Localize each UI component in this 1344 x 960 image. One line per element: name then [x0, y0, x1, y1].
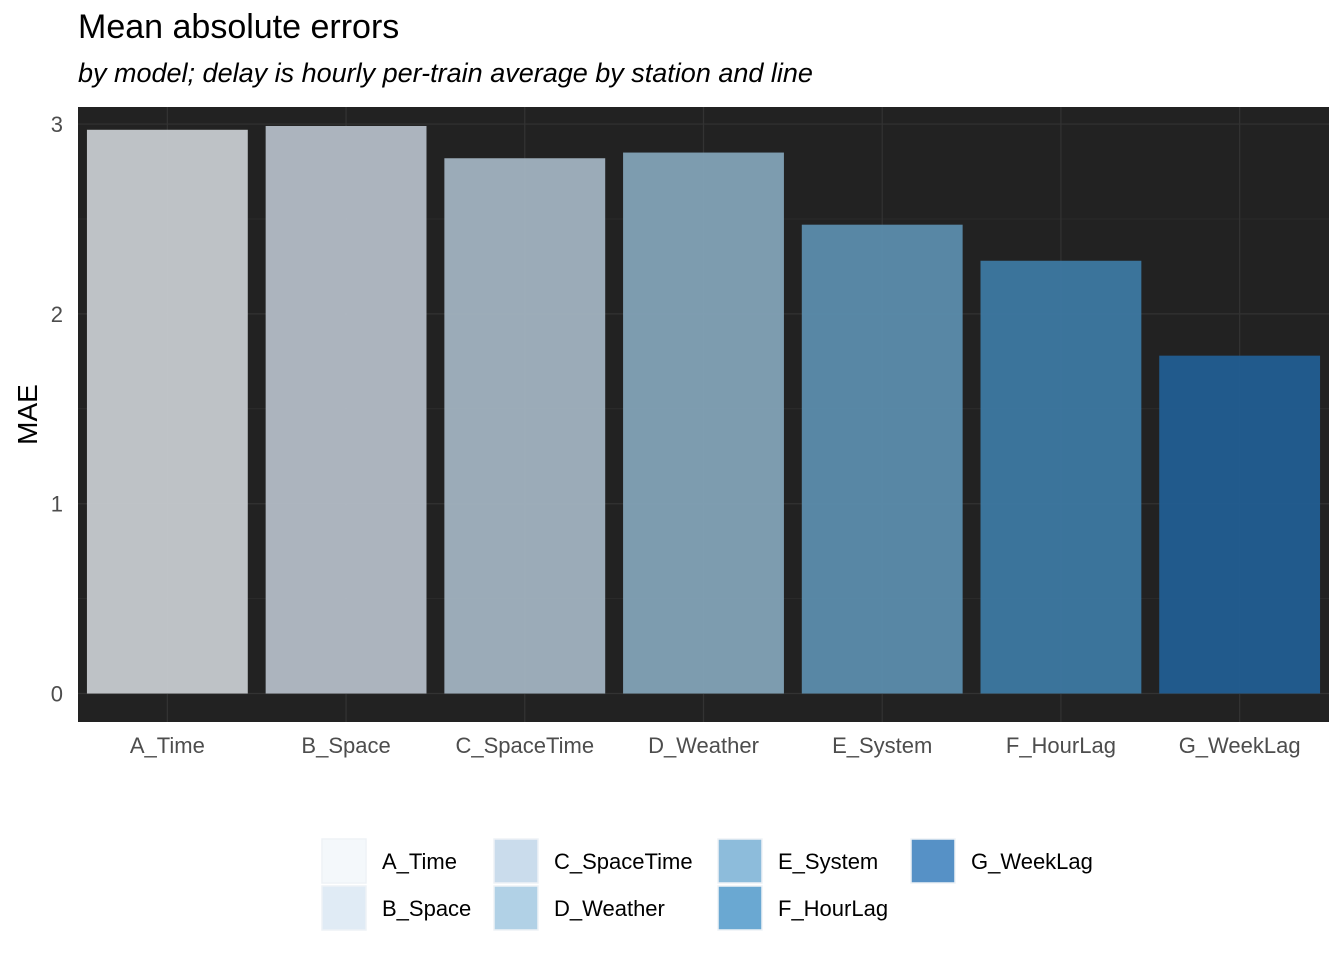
legend-label-a-time: A_Time — [382, 849, 457, 874]
y-tick-label: 3 — [51, 112, 63, 137]
legend-label-b-space: B_Space — [382, 896, 471, 921]
legend-label-d-weather: D_Weather — [554, 896, 665, 921]
legend-swatch-f-hourlag — [717, 885, 763, 931]
bar-a-time — [86, 129, 248, 694]
bar-b-space — [265, 125, 427, 694]
legend-swatch-d-weather — [493, 885, 539, 931]
legend-swatch-b-space — [321, 885, 367, 931]
legend-label-e-system: E_System — [778, 849, 878, 874]
bar-e-system — [801, 224, 963, 694]
bar-c-spacetime — [444, 158, 606, 694]
bar-d-weather — [623, 152, 784, 694]
legend-swatch-g-weeklag — [910, 838, 956, 884]
bar-f-hourlag — [980, 260, 1142, 694]
x-tick-label: G_WeekLag — [1179, 733, 1301, 758]
chart-subtitle: by model; delay is hourly per-train aver… — [78, 58, 813, 88]
x-tick-label: F_HourLag — [1006, 733, 1116, 758]
legend-swatch-c-spacetime — [493, 838, 539, 884]
y-tick-label: 1 — [51, 492, 63, 517]
x-axis: A_Time B_Space C_SpaceTime D_Weather E_Syste… — [130, 733, 1301, 758]
y-tick-label: 0 — [51, 682, 63, 707]
y-axis: 0 1 2 3 — [51, 112, 63, 706]
legend-label-f-hourlag: F_HourLag — [778, 896, 888, 921]
x-tick-label: C_SpaceTime — [455, 733, 594, 758]
bar-g-weeklag — [1159, 355, 1321, 694]
legend-swatch-e-system — [717, 838, 763, 884]
chart-title: Mean absolute errors — [78, 8, 400, 46]
x-tick-label: E_System — [832, 733, 932, 758]
legend-label-g-weeklag: G_WeekLag — [971, 849, 1093, 874]
bar-layer — [86, 125, 1321, 694]
y-tick-label: 2 — [51, 302, 63, 327]
legend-label-c-spacetime: C_SpaceTime — [554, 849, 693, 874]
legend: A_Time B_Space C_SpaceTime D_Weather E_Syste… — [321, 838, 1093, 931]
x-tick-label: D_Weather — [648, 733, 759, 758]
legend-swatch-a-time — [321, 838, 367, 884]
y-axis-title: MAE — [12, 384, 43, 445]
x-tick-label: A_Time — [130, 733, 205, 758]
x-tick-label: B_Space — [301, 733, 390, 758]
